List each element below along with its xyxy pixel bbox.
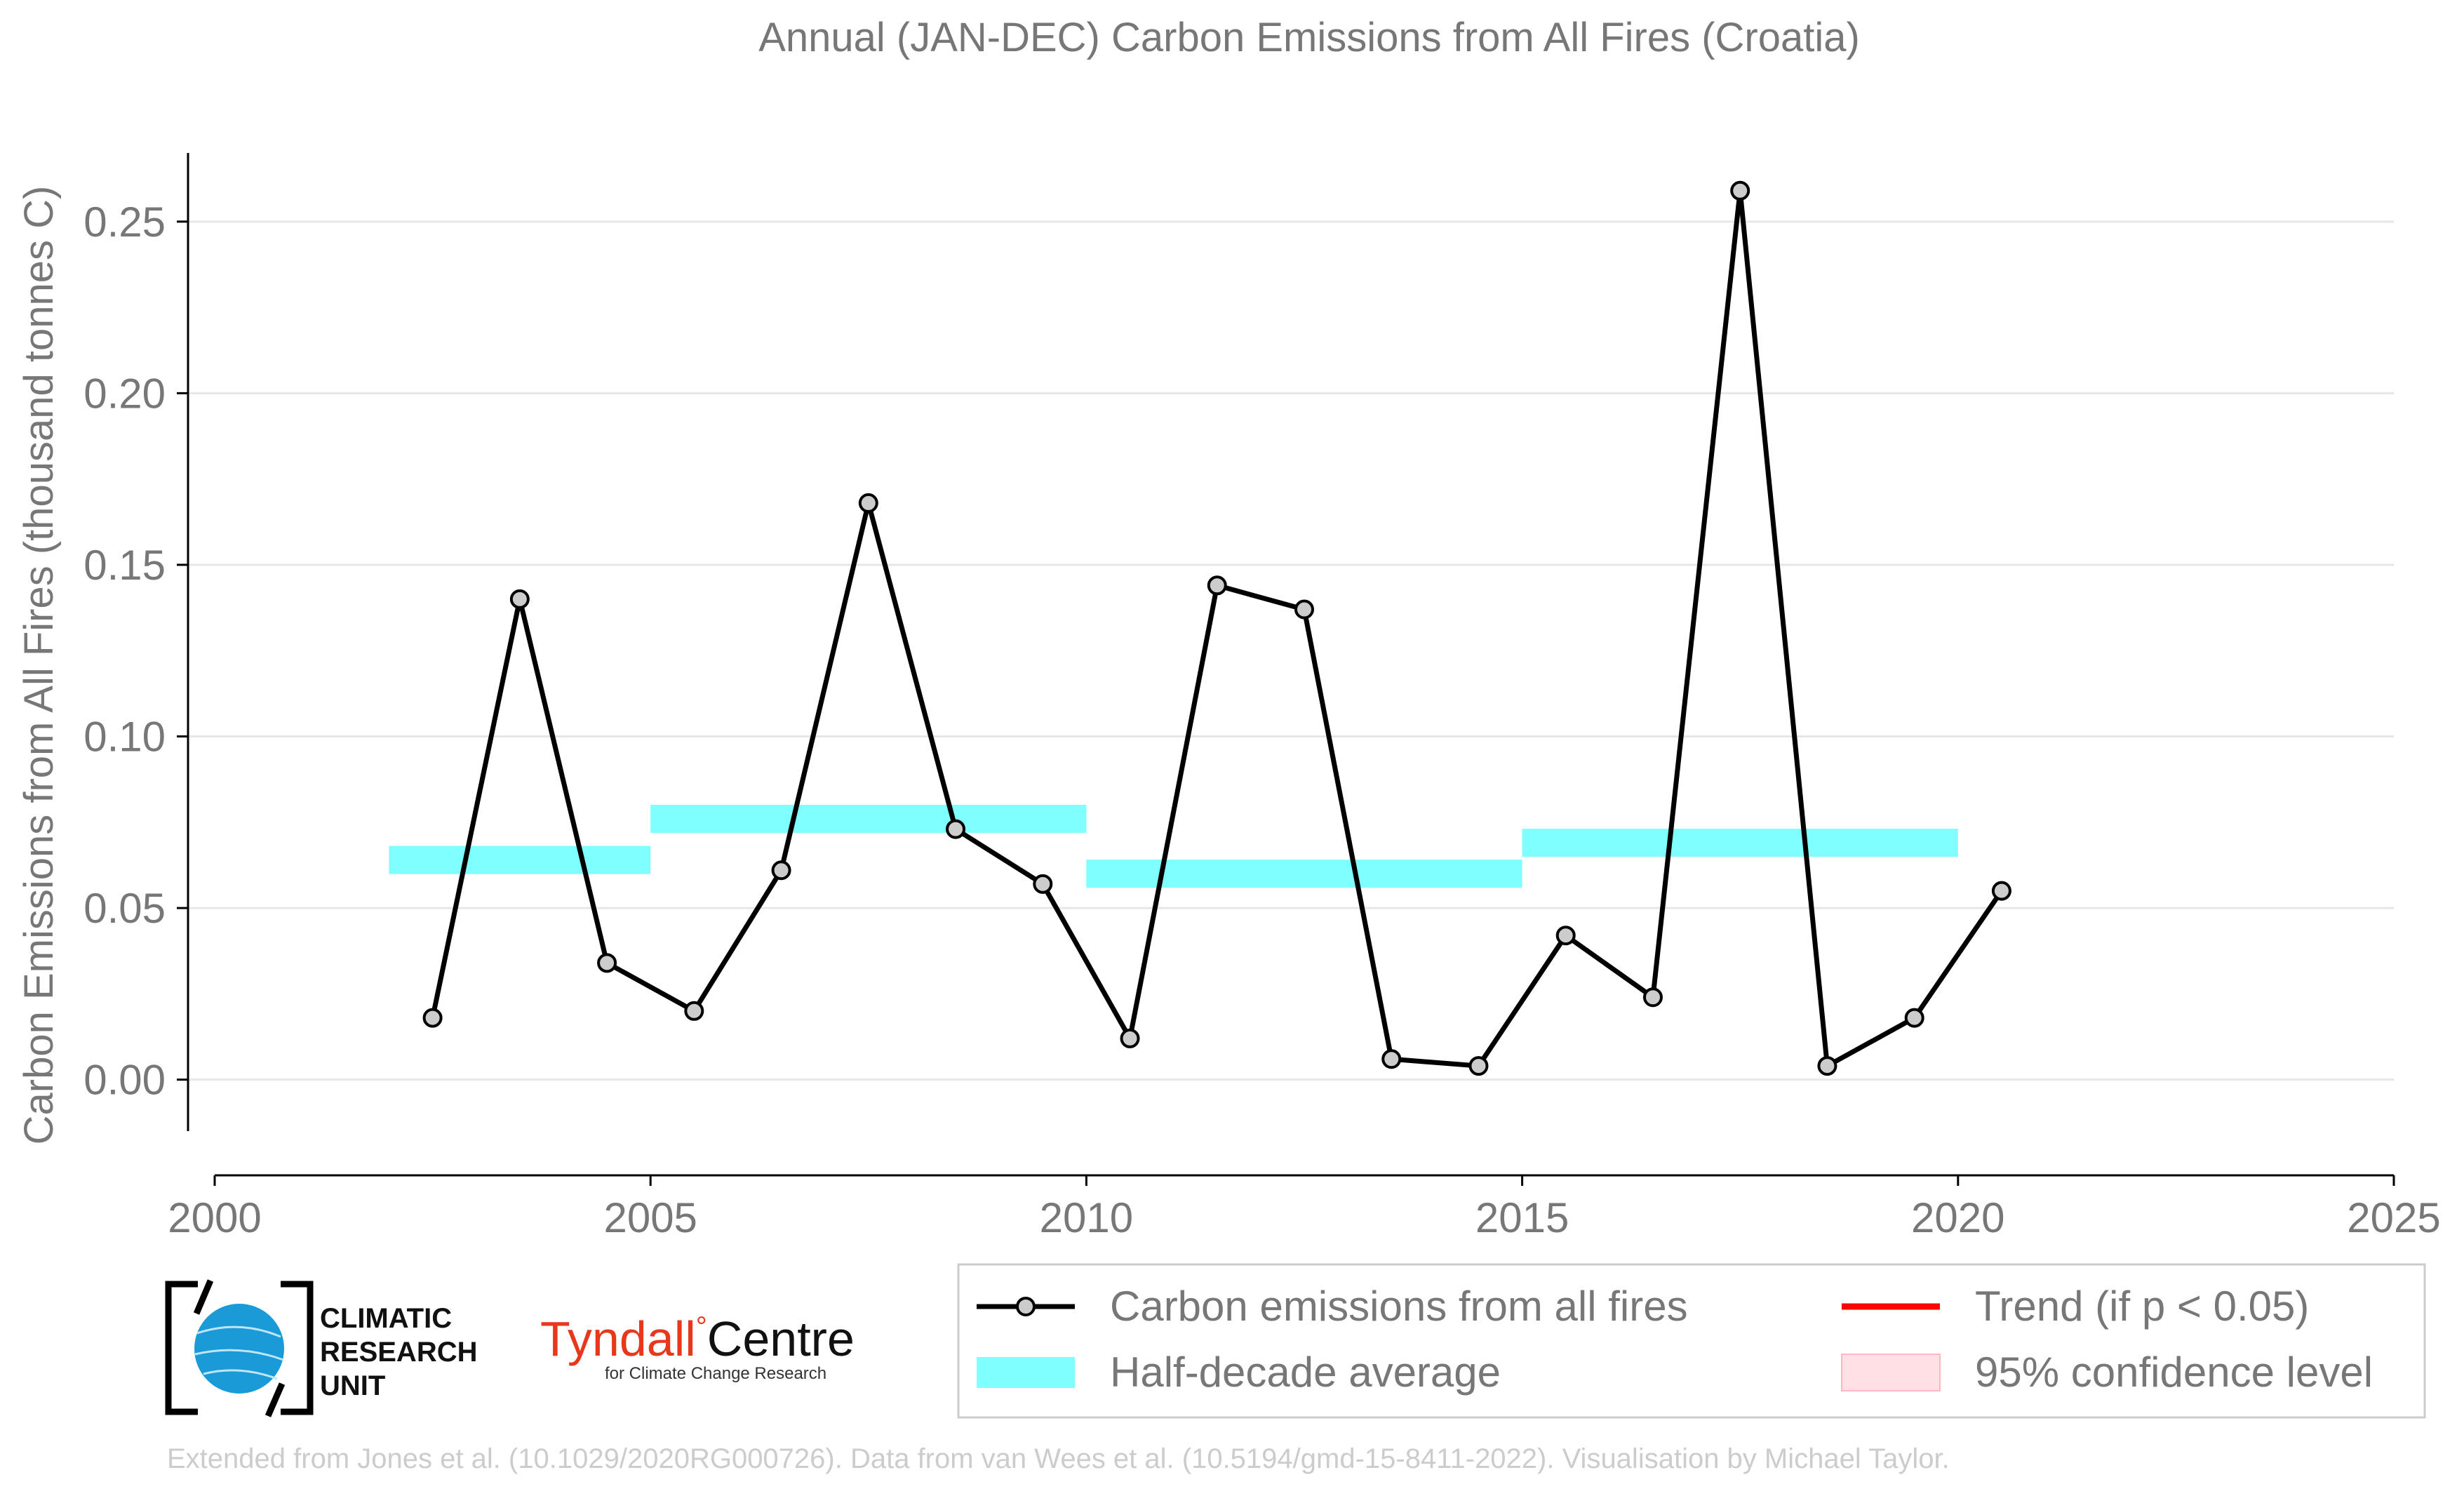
series-line-0: [430, 188, 2004, 1069]
y-axis-label: Carbon Emissions from All Fires (thousan…: [16, 186, 62, 1145]
data-point-5: [858, 493, 878, 513]
average-band-1: [650, 804, 1087, 833]
data-point-12: [1468, 1056, 1489, 1076]
y-tick-label-1: 0.05: [83, 885, 166, 932]
average-band-3: [1522, 829, 1958, 857]
data-point-15: [1730, 180, 1750, 201]
tyndall-subtitle: for Climate Change Research: [605, 1364, 826, 1383]
cru-text-line3: UNIT: [320, 1370, 385, 1401]
svg-text:Tyndall°Centre: Tyndall°Centre: [540, 1311, 855, 1366]
y-tick-label-2: 0.10: [83, 714, 166, 761]
globe-icon: [194, 1304, 284, 1394]
data-point-0: [422, 1008, 443, 1028]
data-point-11: [1381, 1049, 1402, 1069]
cru-text-line1: CLIMATIC: [320, 1303, 452, 1334]
y-ticks: 0.00 0.05 0.10 0.15 0.20 0.25: [83, 199, 188, 1104]
gridlines: [188, 220, 2394, 1081]
cru-text-line2: RESEARCH: [320, 1337, 477, 1368]
legend: Carbon emissions from all fires Trend (i…: [957, 1263, 2426, 1419]
data-point-10: [1294, 599, 1314, 620]
x-tick-label-4: 2020: [1911, 1194, 2004, 1241]
data-point-17: [1904, 1008, 1924, 1028]
y-tick-label-5: 0.25: [83, 199, 166, 246]
cru-slash-icon: [193, 1279, 286, 1417]
tyndall-name: Tyndall: [540, 1311, 696, 1366]
data-point-4: [771, 860, 791, 881]
data-point-16: [1817, 1056, 1837, 1076]
data-point-7: [1033, 874, 1053, 894]
data-point-18: [1991, 881, 2011, 901]
x-ticks: 2000 2005 2010 2015 2020 2025: [168, 1175, 2441, 1241]
data-point-1: [509, 589, 530, 609]
y-tick-label-3: 0.15: [83, 542, 166, 589]
x-tick-label-0: 2000: [168, 1194, 261, 1241]
data-point-6: [946, 819, 966, 839]
data-point-9: [1207, 575, 1227, 596]
legend-swatch-average: [977, 1357, 1075, 1388]
average-band-0: [389, 846, 651, 874]
x-tick-label-1: 2005: [603, 1194, 697, 1241]
x-tick-label-2: 2010: [1040, 1194, 1133, 1241]
average-band-2: [1086, 860, 1522, 888]
footer-attribution: Extended from Jones et al. (10.1029/2020…: [167, 1443, 1950, 1474]
cru-bracket-icon: [165, 1281, 314, 1415]
x-tick-label-5: 2025: [2347, 1194, 2440, 1241]
data-point-8: [1120, 1028, 1140, 1048]
chart-title: Annual (JAN-DEC) Carbon Emissions from A…: [758, 15, 1860, 60]
series-carbon-emissions: [422, 180, 2011, 1076]
tyndall-logo: Tyndall°Centre for Climate Change Resear…: [540, 1311, 855, 1383]
x-tick-label-3: 2015: [1475, 1194, 1569, 1241]
axes: [187, 153, 2394, 1177]
data-point-14: [1642, 987, 1663, 1008]
tyndall-degree: °: [696, 1311, 707, 1342]
legend-label-confidence: 95% confidence level: [1975, 1349, 2373, 1396]
legend-label-emissions: Carbon emissions from all fires: [1110, 1283, 1688, 1330]
tyndall-centre: Centre: [707, 1311, 855, 1366]
cru-logo: CLIMATIC RESEARCH UNIT: [165, 1279, 477, 1417]
y-tick-label-4: 0.20: [83, 370, 166, 417]
legend-label-trend: Trend (if p < 0.05): [1975, 1283, 2309, 1330]
data-point-2: [597, 953, 617, 973]
data-point-13: [1555, 926, 1576, 946]
legend-frame: [957, 1263, 2426, 1419]
legend-swatch-confidence: [1841, 1354, 1941, 1391]
legend-label-average: Half-decade average: [1110, 1349, 1501, 1396]
legend-swatch-emissions: [977, 1297, 1075, 1316]
y-tick-label-0: 0.00: [83, 1057, 166, 1104]
data-point-3: [684, 1001, 704, 1021]
